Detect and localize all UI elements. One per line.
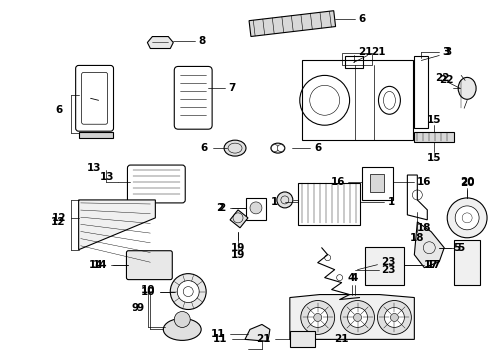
Circle shape	[307, 307, 327, 328]
Bar	[369, 174, 384, 192]
Text: 17: 17	[426, 260, 441, 270]
FancyBboxPatch shape	[126, 251, 172, 280]
Text: 20: 20	[459, 178, 473, 188]
Text: 4: 4	[347, 273, 355, 283]
FancyBboxPatch shape	[127, 165, 185, 203]
Polygon shape	[244, 324, 269, 341]
Text: 7: 7	[228, 84, 235, 93]
Bar	[341, 54, 371, 66]
Circle shape	[170, 274, 206, 310]
Bar	[289, 332, 314, 347]
Circle shape	[353, 314, 361, 321]
Text: 15: 15	[426, 153, 441, 163]
Text: 23: 23	[381, 265, 395, 275]
Text: 12: 12	[51, 213, 66, 223]
Polygon shape	[229, 210, 247, 228]
Text: 14: 14	[93, 260, 108, 270]
Circle shape	[347, 307, 367, 328]
Ellipse shape	[224, 140, 245, 156]
Text: 13: 13	[86, 163, 101, 173]
Circle shape	[384, 307, 404, 328]
Circle shape	[447, 198, 486, 238]
Text: 8: 8	[198, 36, 205, 46]
Text: 5: 5	[457, 243, 464, 253]
Polygon shape	[413, 222, 443, 268]
Text: 21: 21	[255, 334, 270, 345]
Text: 14: 14	[89, 260, 103, 270]
Bar	[344, 57, 362, 68]
Text: 21: 21	[370, 48, 385, 58]
Text: 19: 19	[230, 250, 244, 260]
Text: 3: 3	[444, 48, 451, 58]
Ellipse shape	[270, 143, 285, 153]
Bar	[245, 198, 265, 220]
FancyBboxPatch shape	[174, 67, 212, 129]
Text: 9: 9	[137, 302, 143, 312]
Circle shape	[389, 314, 398, 321]
FancyBboxPatch shape	[76, 66, 113, 131]
Text: 17: 17	[423, 260, 438, 270]
Bar	[453, 240, 479, 285]
Text: 11: 11	[212, 334, 227, 345]
Circle shape	[454, 206, 478, 230]
Text: 18: 18	[416, 223, 431, 233]
Text: 22: 22	[434, 73, 448, 84]
Polygon shape	[248, 11, 335, 36]
Text: 16: 16	[416, 177, 431, 187]
Circle shape	[277, 145, 284, 152]
Text: 11: 11	[210, 329, 225, 339]
Text: 10: 10	[141, 287, 155, 297]
Bar	[364, 247, 404, 285]
Text: 9: 9	[132, 302, 139, 312]
Text: 1: 1	[271, 197, 278, 207]
Circle shape	[377, 301, 410, 334]
Bar	[297, 183, 359, 225]
Circle shape	[177, 280, 199, 302]
Text: 22: 22	[438, 75, 452, 85]
Text: 15: 15	[426, 115, 441, 125]
Polygon shape	[413, 132, 453, 142]
Text: 18: 18	[409, 233, 424, 243]
Circle shape	[174, 311, 190, 328]
Bar	[301, 60, 412, 140]
Text: 19: 19	[230, 243, 244, 253]
Text: 6: 6	[357, 14, 365, 24]
Text: 2: 2	[218, 203, 225, 213]
Polygon shape	[79, 200, 155, 250]
Text: 2: 2	[216, 203, 224, 213]
Polygon shape	[147, 37, 173, 49]
Text: 23: 23	[381, 257, 395, 267]
Text: 21: 21	[334, 334, 348, 345]
Text: 16: 16	[330, 177, 344, 187]
Polygon shape	[289, 294, 413, 339]
Polygon shape	[79, 132, 112, 138]
Text: 13: 13	[100, 172, 115, 182]
Text: 4: 4	[350, 273, 358, 283]
Text: 6: 6	[200, 143, 207, 153]
Circle shape	[313, 314, 321, 321]
FancyBboxPatch shape	[81, 72, 107, 124]
Bar	[361, 167, 393, 200]
Circle shape	[276, 192, 292, 208]
Ellipse shape	[457, 77, 475, 99]
Bar	[413, 57, 427, 128]
Text: 6: 6	[313, 143, 321, 153]
Text: 21: 21	[358, 48, 372, 58]
Ellipse shape	[163, 319, 201, 340]
Text: 6: 6	[55, 105, 62, 115]
Text: 3: 3	[442, 48, 449, 58]
Circle shape	[340, 301, 374, 334]
Text: 12: 12	[50, 217, 65, 227]
Text: 10: 10	[141, 284, 155, 294]
Circle shape	[271, 145, 278, 152]
Text: 5: 5	[453, 243, 460, 253]
Text: 20: 20	[459, 177, 473, 187]
Circle shape	[249, 202, 262, 214]
Text: 1: 1	[387, 197, 394, 207]
Circle shape	[300, 301, 334, 334]
